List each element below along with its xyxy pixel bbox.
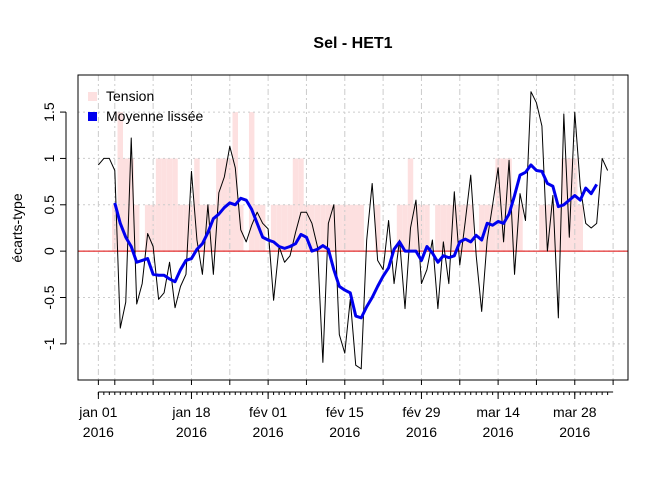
tension-bar [478,204,485,252]
tension-bar [358,204,364,252]
tension-bar [396,204,403,252]
plot-frame [77,74,629,381]
tension-bar [314,204,321,252]
data-line [97,91,609,370]
tension-bar [298,158,304,252]
y-tick-label: -1 [41,337,57,350]
tension-bar [117,112,124,252]
tension-bar [331,204,337,252]
legend-label: Moyenne lissée [106,108,203,124]
tension-bar [172,158,178,252]
y-tick-label: 0.5 [41,195,57,215]
y-tick-label: 0 [41,247,57,255]
x-tick-label: jan 01 [78,404,117,420]
x-tick-label: 2016 [83,424,114,440]
tension-bar [292,158,299,252]
chart-title: Sel - HET1 [313,35,392,52]
x-tick-label: mar 14 [476,404,520,420]
tension-bar [183,204,189,252]
tension-bar [413,204,419,252]
tension-bar [199,204,206,252]
tension-bar [276,204,282,252]
tension-bar [374,204,381,252]
tension-bar [489,204,496,252]
tension-bar [336,204,343,252]
tension-bar [281,204,288,252]
tension-bar [511,204,518,252]
tension-bar [205,204,211,252]
tension-bar [177,204,184,252]
tension-bar [353,204,359,252]
legend-swatch [88,112,97,121]
x-tick-label: fév 15 [326,404,364,420]
tension-bar [287,204,293,252]
x-tick-label: 2016 [483,424,514,440]
tension-bar [123,158,129,252]
tension-bar [303,204,310,252]
tension-bar [232,112,239,252]
tension-bar [462,204,468,252]
tension-bar [320,204,326,252]
y-axis-label: écarts-type [9,193,25,262]
x-tick-label: fév 29 [402,404,440,420]
tension-bar [555,204,562,252]
x-tick-label: 2016 [329,424,360,440]
tension-bar [446,204,452,252]
tension-bar [248,112,255,252]
tension-bar [254,204,260,252]
tension-bar [144,204,151,252]
tension-bar [539,204,545,252]
tension-bar [150,204,156,252]
tension-bar [435,204,441,252]
tension-bar [451,204,458,252]
x-tick-label: 2016 [253,424,284,440]
tension-bar [259,204,266,252]
tension-bar [577,204,583,252]
tension-bar [188,204,195,252]
tension-bar [467,204,474,252]
tension-bar [544,204,551,252]
tension-bar [194,158,200,252]
tension-bar [309,204,315,252]
legend-label: Tension [106,88,154,104]
tension-bar [550,204,556,252]
x-tick-label: mar 28 [553,404,597,420]
y-tick-label: 1 [41,154,57,162]
y-tick-label: 1.5 [41,102,57,122]
x-tick-label: 2016 [559,424,590,440]
tension-bar [128,158,134,252]
tension-bar [418,204,425,252]
tension-bar [342,204,348,252]
tension-bar [440,204,447,252]
x-tick-label: 2016 [176,424,207,440]
tension-bar [270,204,277,252]
tension-bar [457,204,463,252]
legend-swatch [88,92,97,101]
tension-bar [112,204,118,252]
tension-bar [407,158,414,252]
tension-bar [402,204,408,252]
smoothed-line [113,163,598,320]
tension-bar [210,204,217,252]
y-tick-label: -0.5 [41,285,57,309]
x-tick-label: 2016 [406,424,437,440]
tension-bar [347,204,353,252]
tension-bar [424,204,430,252]
tension-bar [517,204,523,252]
x-tick-label: fév 01 [249,404,287,420]
x-tick-label: jan 18 [171,404,210,420]
tension-bar [133,204,140,252]
